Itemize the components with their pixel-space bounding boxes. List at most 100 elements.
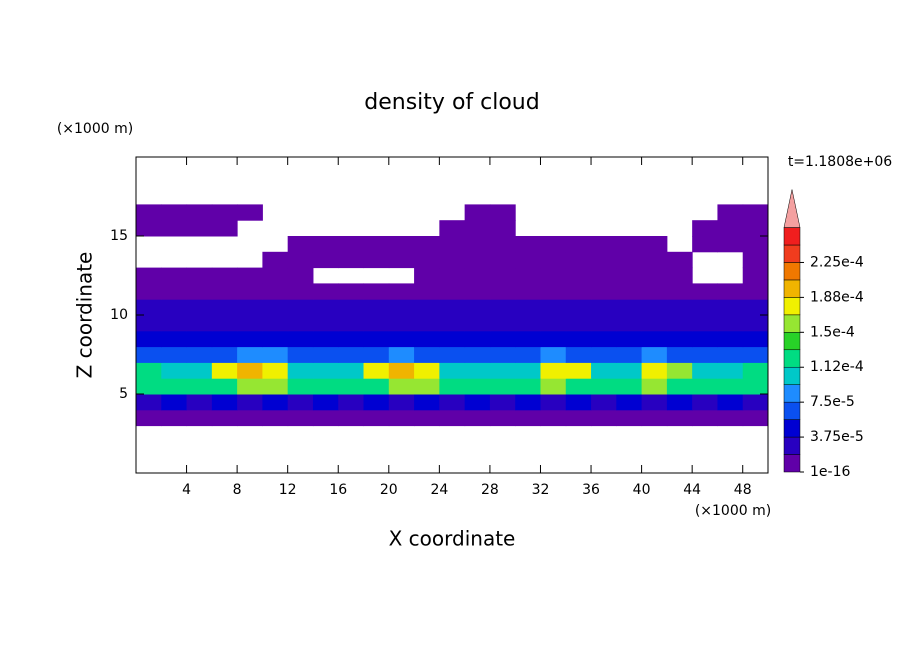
contour-cell bbox=[464, 378, 491, 395]
contour-cell bbox=[388, 315, 415, 332]
contour-cell bbox=[489, 346, 516, 363]
colorbar-box bbox=[783, 436, 801, 455]
contour-cell bbox=[287, 409, 314, 427]
contour-cell bbox=[565, 315, 592, 332]
contour-cell bbox=[211, 267, 238, 284]
contour-cell bbox=[464, 236, 491, 253]
contour-cell bbox=[692, 330, 718, 348]
contour-cell bbox=[161, 299, 188, 316]
contour-cell bbox=[692, 220, 718, 237]
contour-cell bbox=[186, 299, 213, 316]
contour-cell bbox=[363, 251, 390, 269]
y-unit: (×1000 m) bbox=[57, 121, 133, 137]
contour-cell bbox=[692, 394, 718, 411]
contour-cell bbox=[136, 409, 162, 427]
contour-cell bbox=[338, 299, 365, 316]
contour-cell bbox=[666, 394, 693, 411]
contour-cell bbox=[464, 346, 491, 363]
contour-cell bbox=[211, 394, 238, 411]
contour-cell bbox=[287, 251, 314, 269]
contour-cell bbox=[717, 299, 744, 316]
contour-cell bbox=[287, 394, 314, 411]
x-tick-label: 20 bbox=[380, 482, 398, 498]
contour-cell bbox=[666, 362, 693, 379]
contour-cell bbox=[186, 362, 213, 379]
contour-cell bbox=[464, 267, 491, 284]
contour-cell bbox=[388, 378, 415, 395]
colorbar-tick-label: 7.5e-5 bbox=[810, 394, 855, 410]
contour-cell bbox=[312, 362, 339, 379]
contour-cell bbox=[136, 362, 162, 379]
contour-cell bbox=[414, 378, 440, 395]
contour-cell bbox=[692, 315, 718, 332]
contour-cell bbox=[742, 409, 768, 427]
contour-cell bbox=[312, 251, 339, 269]
y-tick-label: 15 bbox=[110, 228, 128, 244]
contour-cell bbox=[388, 362, 415, 379]
contour-cell bbox=[439, 283, 466, 300]
contour-cell bbox=[287, 378, 314, 395]
colorbar-box bbox=[783, 384, 801, 403]
contour-cell bbox=[616, 394, 643, 411]
contour-cell bbox=[692, 409, 718, 427]
contour-cell bbox=[742, 378, 768, 395]
contour-cell bbox=[312, 378, 339, 395]
contour-cell bbox=[464, 330, 491, 348]
colorbar-box bbox=[783, 227, 801, 246]
contour-cell bbox=[591, 409, 617, 427]
chart-title: density of cloud bbox=[364, 90, 539, 115]
contour-cell bbox=[489, 267, 516, 284]
contour-cell bbox=[287, 330, 314, 348]
contour-cell bbox=[515, 267, 541, 284]
contour-cell bbox=[540, 283, 567, 300]
x-tick-label: 44 bbox=[683, 482, 701, 498]
contour-cell bbox=[717, 283, 744, 300]
contour-cell bbox=[312, 346, 339, 363]
contour-cell bbox=[464, 394, 491, 411]
contour-cell bbox=[186, 346, 213, 363]
contour-cell bbox=[439, 362, 466, 379]
contour-cell bbox=[515, 330, 541, 348]
contour-cell bbox=[262, 409, 289, 427]
contour-cell bbox=[591, 251, 617, 269]
contour-cell bbox=[312, 236, 339, 253]
contour-cell bbox=[287, 299, 314, 316]
contour-cell bbox=[363, 394, 390, 411]
y-tick-label: 10 bbox=[110, 307, 128, 323]
contour-cell bbox=[616, 251, 643, 269]
contour-cell bbox=[262, 378, 289, 395]
contour-cell bbox=[742, 283, 768, 300]
contour-cell bbox=[742, 315, 768, 332]
contour-cell bbox=[565, 267, 592, 284]
contour-cell bbox=[161, 346, 188, 363]
contour-cell bbox=[338, 346, 365, 363]
x-tick-label: 4 bbox=[182, 482, 191, 498]
colorbar-tick-label: 1.5e-4 bbox=[810, 324, 855, 340]
colorbar-box bbox=[783, 262, 801, 281]
contour-cell bbox=[211, 409, 238, 427]
contour-cell bbox=[363, 378, 390, 395]
contour-cell bbox=[439, 220, 466, 237]
time-annotation: t=1.1808e+06 bbox=[788, 154, 892, 170]
contour-cell bbox=[186, 378, 213, 395]
contour-cell bbox=[439, 267, 466, 284]
contour-cell bbox=[742, 251, 768, 269]
contour-cell bbox=[540, 299, 567, 316]
contour-cell bbox=[211, 378, 238, 395]
contour-cell bbox=[540, 362, 567, 379]
contour-cell bbox=[439, 251, 466, 269]
contour-cell bbox=[287, 283, 314, 300]
contour-cell bbox=[489, 315, 516, 332]
contour-cell bbox=[388, 330, 415, 348]
contour-cell bbox=[666, 330, 693, 348]
contour-cell bbox=[237, 204, 263, 221]
contour-cell bbox=[717, 315, 744, 332]
contour-cell bbox=[540, 315, 567, 332]
contour-cell bbox=[211, 330, 238, 348]
contour-cell bbox=[211, 299, 238, 316]
contour-cell bbox=[489, 409, 516, 427]
x-tick-label: 16 bbox=[329, 482, 347, 498]
contour-cell bbox=[540, 267, 567, 284]
colorbar-extend bbox=[783, 189, 801, 228]
